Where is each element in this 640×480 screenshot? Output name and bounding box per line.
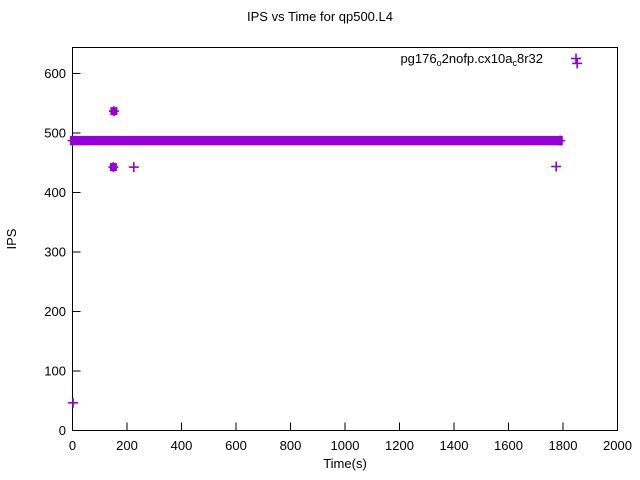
data-point-marker	[572, 58, 583, 69]
y-tick-label-400: 400	[44, 185, 66, 200]
legend-part-0: pg176	[400, 51, 436, 66]
legend-part-1-sub: o	[437, 58, 442, 68]
legend-series-label: pg176o2nofp.cx10ac8r32	[400, 51, 543, 68]
x-tick-label-1400: 1400	[440, 438, 469, 453]
chart-title: IPS vs Time for qp500.L4	[247, 9, 393, 24]
data-point-marker	[128, 162, 139, 173]
y-tick-label-300: 300	[44, 245, 66, 260]
x-tick-label-2000: 2000	[603, 438, 632, 453]
legend-part-3-sub: c	[512, 58, 517, 68]
dense-sample-band	[70, 135, 563, 146]
x-tick-label-200: 200	[116, 438, 138, 453]
x-tick-label-600: 600	[225, 438, 247, 453]
data-point-marker	[551, 161, 562, 172]
legend-plus-marker	[571, 53, 581, 64]
legend: pg176o2nofp.cx10ac8r32	[400, 51, 581, 68]
legend-part-4: 8r32	[517, 51, 543, 66]
x-tick-label-0: 0	[69, 438, 76, 453]
data-point-marker	[68, 397, 79, 408]
plot-border	[72, 47, 618, 431]
y-tick-label-100: 100	[44, 364, 66, 379]
x-tick-label-1200: 1200	[385, 438, 414, 453]
y-tick-label-200: 200	[44, 304, 66, 319]
legend-part-2: 2nofp.cx10a	[442, 51, 514, 66]
x-tick-label-400: 400	[171, 438, 193, 453]
y-tick-label-600: 600	[44, 66, 66, 81]
y-tick-label-500: 500	[44, 126, 66, 141]
x-tick-label-1000: 1000	[331, 438, 360, 453]
clustered-point-marker	[109, 163, 117, 172]
data-point-marker	[555, 135, 566, 146]
x-tick-label-800: 800	[280, 438, 302, 453]
x-axis: 0 200 400 600 800 1000 1200 1400 1600 18…	[69, 422, 632, 453]
x-tick-label-1800: 1800	[549, 438, 578, 453]
y-axis-title: IPS	[4, 228, 19, 249]
x-tick-label-1600: 1600	[494, 438, 523, 453]
x-axis-title: Time(s)	[323, 456, 367, 471]
data-point-marker	[67, 135, 78, 146]
y-tick-label-0: 0	[59, 423, 66, 438]
clustered-point-marker	[110, 107, 118, 116]
data-series-points	[67, 58, 583, 408]
y-axis: 0 100 200 300 400 500 600	[44, 66, 81, 438]
